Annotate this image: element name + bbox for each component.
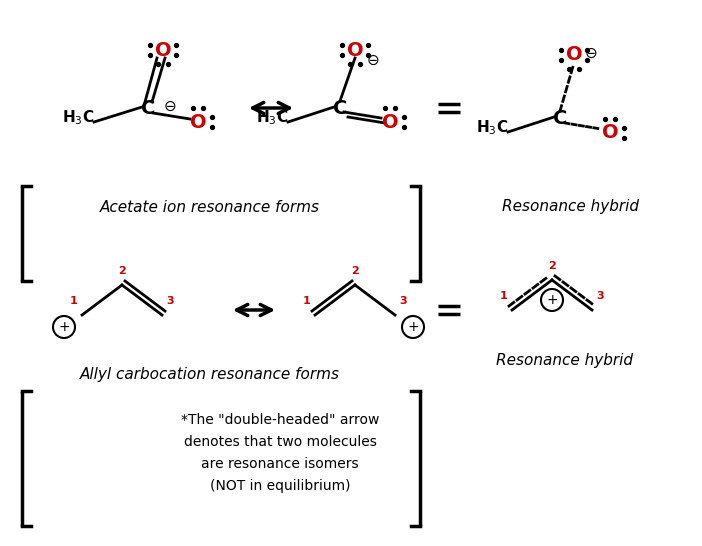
Text: C: C bbox=[141, 98, 155, 117]
Text: 1: 1 bbox=[70, 296, 78, 306]
Text: Resonance hybrid: Resonance hybrid bbox=[501, 199, 639, 215]
Text: +: + bbox=[546, 293, 558, 307]
Text: 3: 3 bbox=[166, 296, 174, 306]
Text: 3: 3 bbox=[399, 296, 407, 306]
Text: *The "double-headed" arrow: *The "double-headed" arrow bbox=[181, 413, 379, 427]
Text: (NOT in equilibrium): (NOT in equilibrium) bbox=[210, 479, 350, 493]
Text: Acetate ion resonance forms: Acetate ion resonance forms bbox=[100, 199, 320, 215]
Text: 2: 2 bbox=[351, 266, 359, 276]
Text: Resonance hybrid: Resonance hybrid bbox=[496, 353, 633, 367]
Text: O: O bbox=[566, 45, 583, 64]
Text: 3: 3 bbox=[596, 291, 604, 301]
Text: C: C bbox=[552, 109, 567, 128]
Text: O: O bbox=[382, 112, 398, 132]
Text: are resonance isomers: are resonance isomers bbox=[201, 457, 359, 471]
Text: +: + bbox=[407, 320, 419, 334]
Text: H$_3$C: H$_3$C bbox=[62, 109, 94, 127]
Text: O: O bbox=[190, 112, 206, 132]
Text: 2: 2 bbox=[118, 266, 126, 276]
Text: Allyl carbocation resonance forms: Allyl carbocation resonance forms bbox=[80, 367, 340, 383]
Text: $\ominus$: $\ominus$ bbox=[366, 52, 380, 68]
Text: $\ominus$: $\ominus$ bbox=[164, 98, 177, 114]
Text: O: O bbox=[602, 123, 618, 143]
Text: H$_3$C: H$_3$C bbox=[256, 109, 289, 127]
Text: H$_3$C: H$_3$C bbox=[476, 118, 508, 138]
Text: C: C bbox=[333, 98, 347, 117]
Text: O: O bbox=[154, 40, 171, 60]
Text: 1: 1 bbox=[303, 296, 311, 306]
Text: $\ominus$: $\ominus$ bbox=[584, 45, 597, 61]
Text: +: + bbox=[58, 320, 69, 334]
Text: O: O bbox=[347, 40, 364, 60]
Text: 1: 1 bbox=[500, 291, 508, 301]
Text: 2: 2 bbox=[548, 261, 556, 271]
Text: denotes that two molecules: denotes that two molecules bbox=[183, 435, 376, 449]
